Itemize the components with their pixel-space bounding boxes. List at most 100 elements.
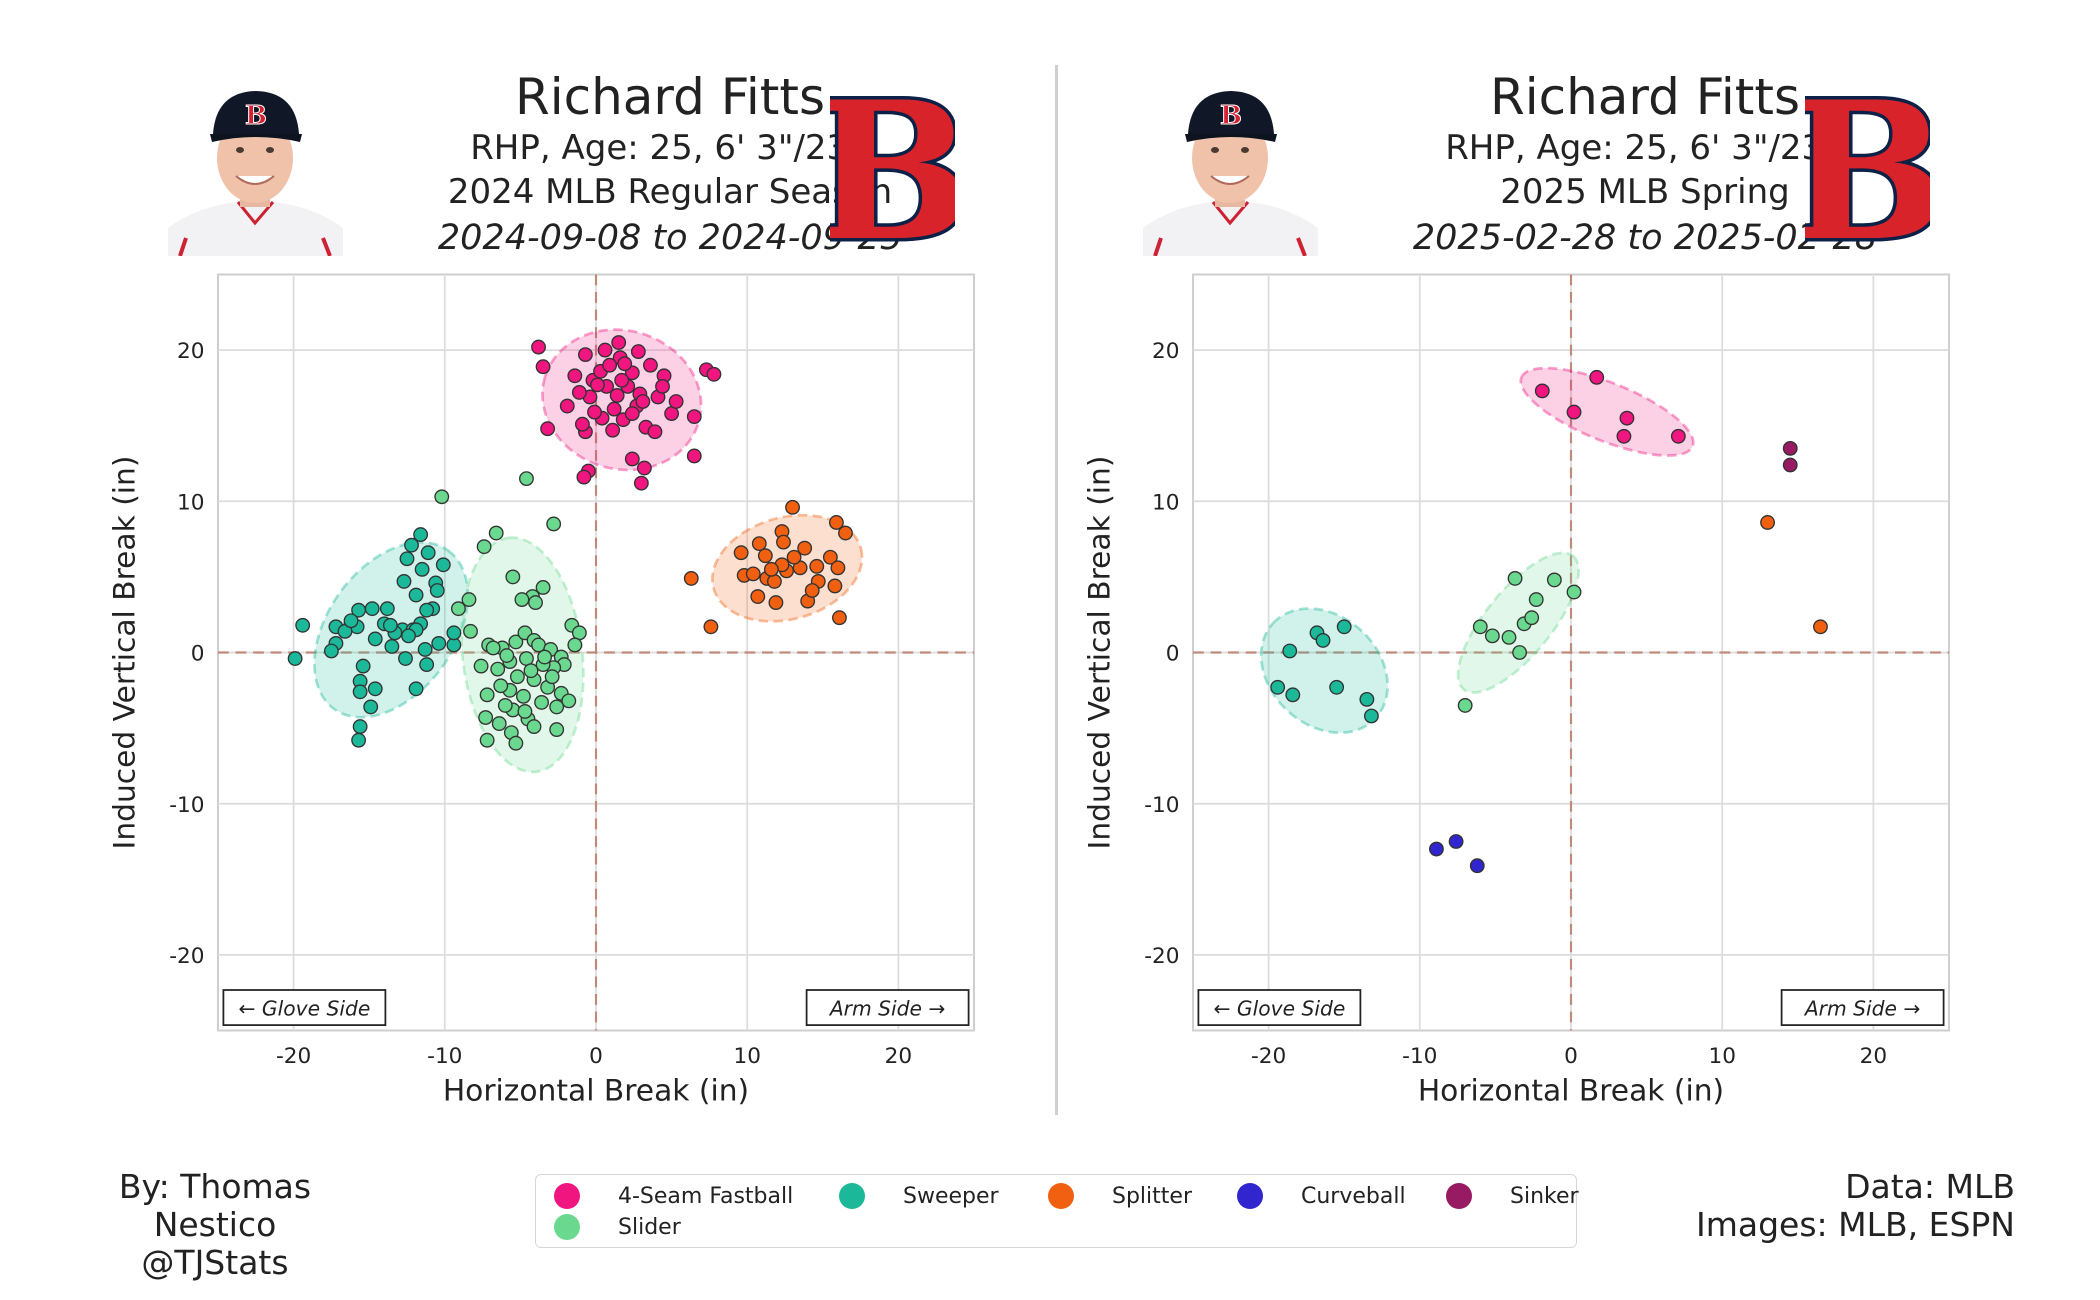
player-headshot-icon: B (168, 88, 343, 257)
sweeper-point (367, 681, 383, 697)
slider-point (567, 637, 583, 653)
legend-label: Curveball (1301, 1183, 1406, 1209)
splitter-point (750, 589, 766, 604)
slider-point (1524, 610, 1540, 626)
4-seam-fastball-point (606, 401, 622, 417)
x-tick-label: 0 (1564, 1044, 1578, 1069)
sweeper-point (379, 601, 395, 617)
y-tick-label: 0 (1166, 642, 1180, 667)
4-seam-fastball-point (635, 394, 651, 409)
legend-item: Sweeper (839, 1181, 999, 1211)
panel-divider (1055, 65, 1058, 1115)
x-tick-label: 10 (1708, 1044, 1735, 1069)
season-label: 2025 MLB Spring (1500, 172, 1790, 212)
4-seam-fastball-point (668, 394, 684, 409)
author-credit: By: Thomas Nestico @TJStats (60, 1168, 370, 1282)
sweeper-point (363, 699, 379, 715)
sweeper-point (396, 574, 412, 589)
curveball-point (1469, 858, 1485, 874)
4-seam-fastball-point (630, 344, 646, 360)
glove-side-annotation: ← Glove Side (239, 997, 371, 1021)
slider-point (523, 663, 539, 679)
4-seam-fastball-point (1534, 383, 1550, 399)
4-seam-fastball-point (1619, 410, 1635, 426)
curveball-point (1448, 834, 1464, 849)
slider-point (1546, 572, 1562, 588)
sweeper-point (1329, 679, 1345, 695)
slider-point (509, 669, 525, 685)
sweeper-point (420, 545, 436, 561)
splitter-point (745, 566, 761, 582)
legend-label: Sweeper (903, 1183, 999, 1209)
4-seam-fastball-point (535, 359, 551, 375)
legend-swatch (1237, 1183, 1263, 1209)
slider-point (450, 601, 466, 617)
slider-point (463, 623, 478, 639)
splitter-point (763, 561, 779, 577)
slider-point (473, 658, 489, 674)
sweeper-point (1363, 708, 1379, 724)
player-bio: RHP, Age: 25, 6' 3"/230 (1445, 128, 1845, 168)
svg-text:B: B (1220, 101, 1242, 131)
splitter-point (703, 619, 719, 635)
slider-point (1501, 629, 1517, 645)
x-tick-label: 0 (589, 1044, 603, 1069)
sweeper-point (429, 583, 445, 598)
slider-point (1512, 645, 1528, 660)
y-tick-label: -10 (1144, 793, 1179, 818)
4-seam-fastball-point (1566, 404, 1582, 420)
slider-point (535, 580, 551, 595)
date-range: 2025-02-28 to 2025-02-28 (1412, 218, 1878, 258)
slider-point (519, 471, 534, 487)
sweeper-point (413, 527, 429, 542)
slider-point (549, 699, 565, 715)
arm-side-annotation: Arm Side → (1803, 997, 1921, 1021)
author-name: By: Thomas Nestico (118, 1167, 312, 1244)
pitch-type-legend: 4-Seam Fastball Sweeper Splitter Curveba… (535, 1174, 1579, 1248)
sweeper-point (1270, 679, 1286, 695)
slider-point (514, 592, 530, 608)
sweeper-point (1315, 632, 1331, 648)
sweeper-point (287, 651, 303, 666)
image-source: Images: MLB, ESPN (1695, 1205, 2015, 1244)
svg-text:B: B (1805, 88, 1930, 253)
sweeper-point (367, 631, 383, 647)
y-tick-label: 10 (177, 490, 204, 515)
y-tick-label: 10 (1152, 490, 1179, 515)
4-seam-fastball-point (567, 368, 583, 384)
sweeper-point (1285, 687, 1301, 703)
legend-item: Sinker (1446, 1181, 1579, 1211)
sweeper-point (408, 587, 424, 603)
splitter-point (785, 499, 800, 515)
slider-point (505, 569, 521, 585)
splitter-point (827, 578, 843, 594)
splitter-point (766, 574, 782, 589)
legend-label: Sinker (1510, 1183, 1579, 1209)
legend-item: Slider (554, 1212, 681, 1242)
slider-point (1472, 619, 1488, 635)
glove-side-annotation: ← Glove Side (1214, 997, 1346, 1021)
y-tick-label: 0 (191, 642, 205, 667)
sweeper-point (417, 642, 433, 657)
splitter-point (822, 549, 838, 565)
4-seam-fastball-point (559, 398, 575, 414)
4-seam-fastball-point (655, 378, 670, 394)
glove-side-annotation-box (222, 989, 387, 1026)
sweeper-point (414, 561, 430, 577)
x-axis-label: Horizontal Break (in) (1418, 1074, 1724, 1109)
sweeper-point (295, 617, 311, 633)
slider-point (1484, 628, 1500, 644)
sweeper-point (352, 719, 368, 735)
4-seam-fastball-point (1589, 369, 1605, 385)
sweeper-point (404, 537, 419, 553)
panel-2025-spring: B Richard Fitts RHP, Age: 25, 6' 3"/230 … (1085, 0, 2085, 1140)
4-seam-fastball-point (577, 347, 593, 363)
y-tick-label: 20 (1152, 339, 1179, 364)
4-seam-fastball-point (609, 388, 625, 403)
4-seam-fastball-point (647, 424, 663, 440)
red-sox-b-logo-icon: B (808, 57, 976, 287)
4-seam-fastball-point (590, 377, 605, 393)
